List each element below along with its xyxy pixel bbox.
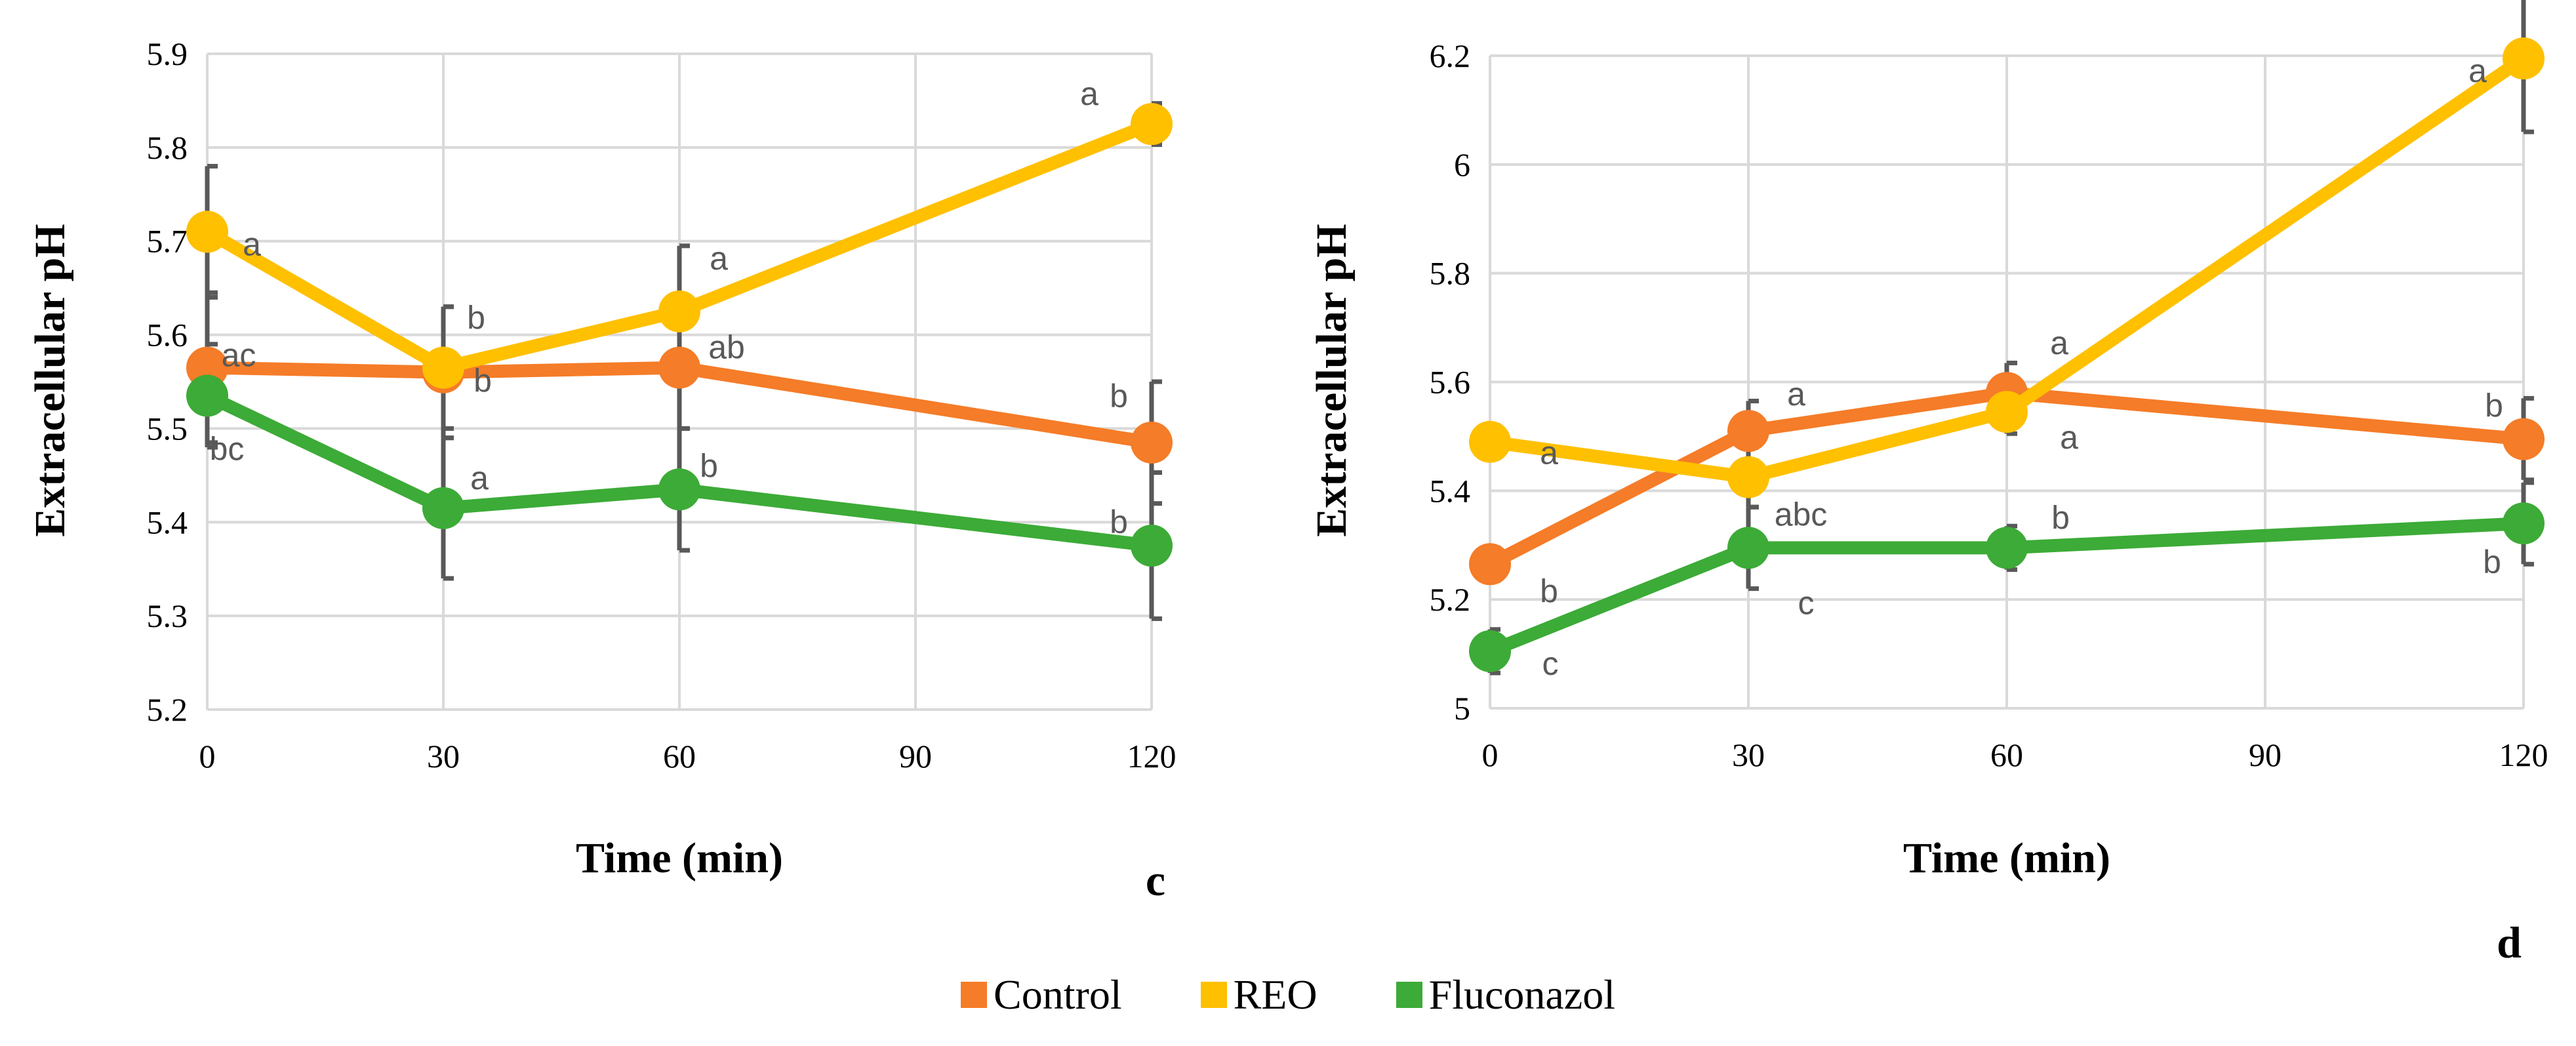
significance-label: a: [1540, 435, 1558, 472]
x-tick-label: 60: [663, 738, 696, 774]
y-tick-label: 6: [1454, 146, 1470, 183]
significance-label: ab: [708, 329, 745, 366]
y-tick-label: 5.3: [147, 597, 188, 634]
x-tick-label: 120: [1127, 738, 1177, 774]
data-point-fluconazol: [1986, 527, 2028, 569]
significance-label: b: [2483, 544, 2501, 580]
data-point-reo: [1727, 456, 1769, 498]
data-point-fluconazol: [186, 374, 228, 417]
significance-label: b: [1110, 504, 1128, 540]
data-point-fluconazol: [422, 487, 464, 529]
significance-label: c: [1798, 584, 1815, 621]
data-point-reo: [186, 211, 228, 253]
panel-label: d: [2497, 917, 2522, 964]
significance-label: b: [467, 300, 485, 336]
data-point-control: [1727, 410, 1769, 453]
x-axis-title: Time (min): [1903, 834, 2110, 882]
legend-swatch-reo: [1200, 982, 1227, 1008]
series-line-reo: [1489, 52, 2527, 484]
significance-label: b: [700, 447, 718, 484]
data-point-control: [1131, 421, 1173, 464]
legend-item-reo: REO: [1200, 971, 1318, 1019]
y-tick-label: 5.8: [1430, 255, 1471, 292]
data-point-fluconazol: [2503, 502, 2545, 545]
significance-label: a: [2050, 325, 2068, 361]
significance-label: b: [1540, 573, 1558, 609]
data-point-fluconazol: [1469, 630, 1511, 672]
x-axis-title: Time (min): [576, 834, 783, 882]
significance-label: a: [470, 460, 489, 496]
significance-label: bc: [210, 430, 245, 467]
y-tick-label: 5.8: [147, 129, 188, 166]
panel-label: c: [1146, 855, 1165, 905]
significance-label: ac: [222, 337, 256, 374]
legend: Control REO Fluconazol: [0, 971, 2576, 1019]
y-axis-title: Extracellular pH: [26, 224, 74, 536]
y-tick-label: 5.4: [147, 504, 188, 540]
series-line-control: [207, 361, 1153, 449]
y-tick-label: 5.4: [1430, 472, 1471, 509]
legend-label-control: Control: [994, 971, 1122, 1018]
x-tick-label: 30: [427, 738, 460, 774]
x-tick-label: 120: [2499, 736, 2548, 773]
y-tick-label: 5.2: [1430, 581, 1471, 618]
y-tick-label: 5.6: [147, 317, 188, 353]
y-tick-label: 5: [1454, 690, 1470, 727]
significance-label: c: [1542, 645, 1559, 682]
significance-label: a: [243, 226, 261, 262]
data-point-fluconazol: [1131, 525, 1173, 567]
chart-panel-c: 5.2 5.3 5.4 5.5 5.6 5.7 5.8 5.9 0 30 60 90 120 Extrac…: [26, 35, 1177, 905]
legend-swatch-fluconazol: [1396, 982, 1422, 1008]
x-tick-label: 0: [1482, 736, 1499, 773]
series-line-control: [1487, 386, 2524, 571]
series-line-fluconazol: [1487, 517, 2524, 658]
x-tick-label: 90: [2249, 736, 2282, 773]
series-line-fluconazol: [204, 390, 1153, 552]
legend-item-control: Control: [961, 971, 1122, 1019]
data-point-control: [2503, 418, 2545, 460]
legend-label-fluconazol: Fluconazol: [1428, 971, 1615, 1018]
y-tick-label: 5.7: [147, 223, 188, 260]
x-tick-label: 0: [199, 738, 216, 774]
significance-label: b: [2051, 499, 2070, 536]
data-point-fluconazol: [1727, 527, 1769, 569]
significance-label: a: [1787, 376, 1805, 412]
significance-label: abc: [1775, 496, 1828, 533]
y-tick-label: 6.2: [1430, 37, 1471, 74]
x-tick-label: 90: [899, 738, 932, 774]
data-point-fluconazol: [658, 468, 700, 511]
x-tick-label: 30: [1732, 736, 1765, 773]
data-point-reo: [2503, 37, 2545, 80]
legend-label-reo: REO: [1233, 971, 1318, 1018]
legend-item-fluconazol: Fluconazol: [1396, 971, 1615, 1019]
data-point-reo: [1986, 391, 2028, 433]
y-tick-label: 5.6: [1430, 364, 1471, 401]
series-line-reo: [204, 117, 1154, 374]
chart-panel-d: 5 5.2 5.4 5.6 5.8 6 6.2 0 30 60 90 120 Extracellular…: [1308, 0, 2548, 964]
significance-label: a: [2060, 419, 2078, 456]
data-point-reo: [422, 346, 464, 389]
legend-swatch-control: [961, 982, 988, 1008]
significance-label: b: [1110, 378, 1128, 414]
significance-label: a: [1080, 75, 1098, 112]
y-tick-label: 5.5: [147, 410, 188, 447]
significance-label: a: [2468, 52, 2487, 89]
data-point-reo: [1131, 103, 1173, 146]
x-tick-label: 60: [1990, 736, 2023, 773]
significance-label: b: [2485, 388, 2503, 424]
data-point-reo: [658, 290, 700, 332]
y-tick-label: 5.2: [147, 691, 188, 728]
y-tick-label: 5.9: [147, 35, 188, 72]
significance-label: a: [710, 240, 728, 277]
data-point-control: [658, 346, 700, 389]
significance-label: b: [473, 363, 492, 399]
data-point-control: [1469, 543, 1511, 586]
data-point-reo: [1469, 420, 1511, 463]
y-axis-title: Extracellular pH: [1308, 224, 1356, 536]
